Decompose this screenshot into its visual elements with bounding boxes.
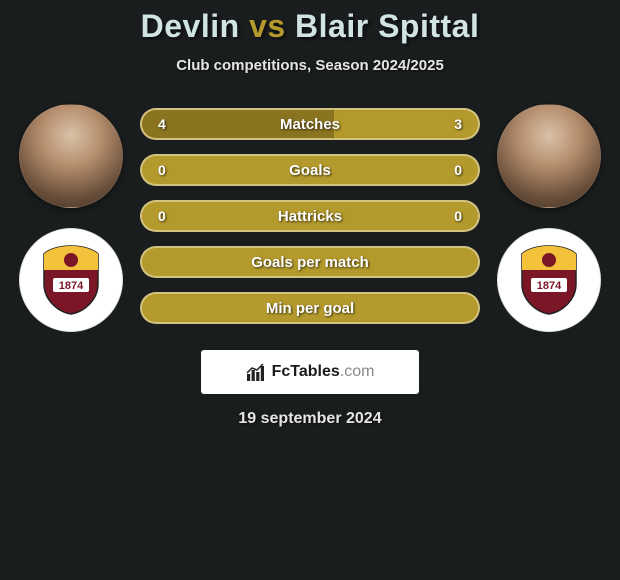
stat-bar: 4 Matches 3: [140, 108, 480, 140]
player2-club-crest: 1874: [497, 228, 601, 332]
brand-name: FcTables: [272, 363, 340, 380]
stat-bar: 0 Hattricks 0: [140, 200, 480, 232]
title-vs: vs: [249, 8, 286, 44]
barchart-icon: [246, 362, 266, 382]
svg-text:1874: 1874: [537, 280, 562, 292]
stat-value-right: 0: [454, 208, 462, 224]
right-column: 1874: [494, 104, 604, 332]
crest-shield-icon: 1874: [40, 244, 102, 316]
stat-bar: 0 Goals 0: [140, 154, 480, 186]
title-player2: Blair Spittal: [295, 8, 479, 44]
stat-value-left: 0: [158, 208, 166, 224]
stat-label: Goals: [289, 162, 331, 179]
page-title: Devlin vs Blair Spittal: [0, 8, 620, 45]
left-column: 1874: [16, 104, 126, 332]
stat-value-right: 3: [454, 116, 462, 132]
stat-bars: 4 Matches 3 0 Goals 0 0 Hattricks 0 Goals per mat…: [140, 104, 480, 324]
brand-badge: FcTables.com: [201, 350, 419, 394]
player1-avatar: [19, 104, 123, 208]
brand-suffix: .com: [340, 363, 375, 380]
crest-shield-icon: 1874: [518, 244, 580, 316]
date-text: 19 september 2024: [0, 410, 620, 428]
player1-club-crest: 1874: [19, 228, 123, 332]
infographic-root: Devlin vs Blair Spittal Club competition…: [0, 0, 620, 428]
stat-bar: Min per goal: [140, 292, 480, 324]
stat-label: Hattricks: [278, 208, 342, 225]
comparison-row: 1874 4 Matches 3 0 Goals 0 0 Hattricks 0 Goals pe…: [0, 104, 620, 332]
brand-text: FcTables.com: [272, 363, 375, 381]
subtitle: Club competitions, Season 2024/2025: [0, 57, 620, 74]
stat-label: Goals per match: [251, 254, 369, 271]
stat-value-left: 0: [158, 162, 166, 178]
stat-value-left: 4: [158, 116, 166, 132]
title-player1: Devlin: [141, 8, 240, 44]
player2-avatar: [497, 104, 601, 208]
stat-label: Min per goal: [266, 300, 354, 317]
stat-bar: Goals per match: [140, 246, 480, 278]
stat-value-right: 0: [454, 162, 462, 178]
svg-text:1874: 1874: [59, 280, 84, 292]
stat-label: Matches: [280, 116, 340, 133]
